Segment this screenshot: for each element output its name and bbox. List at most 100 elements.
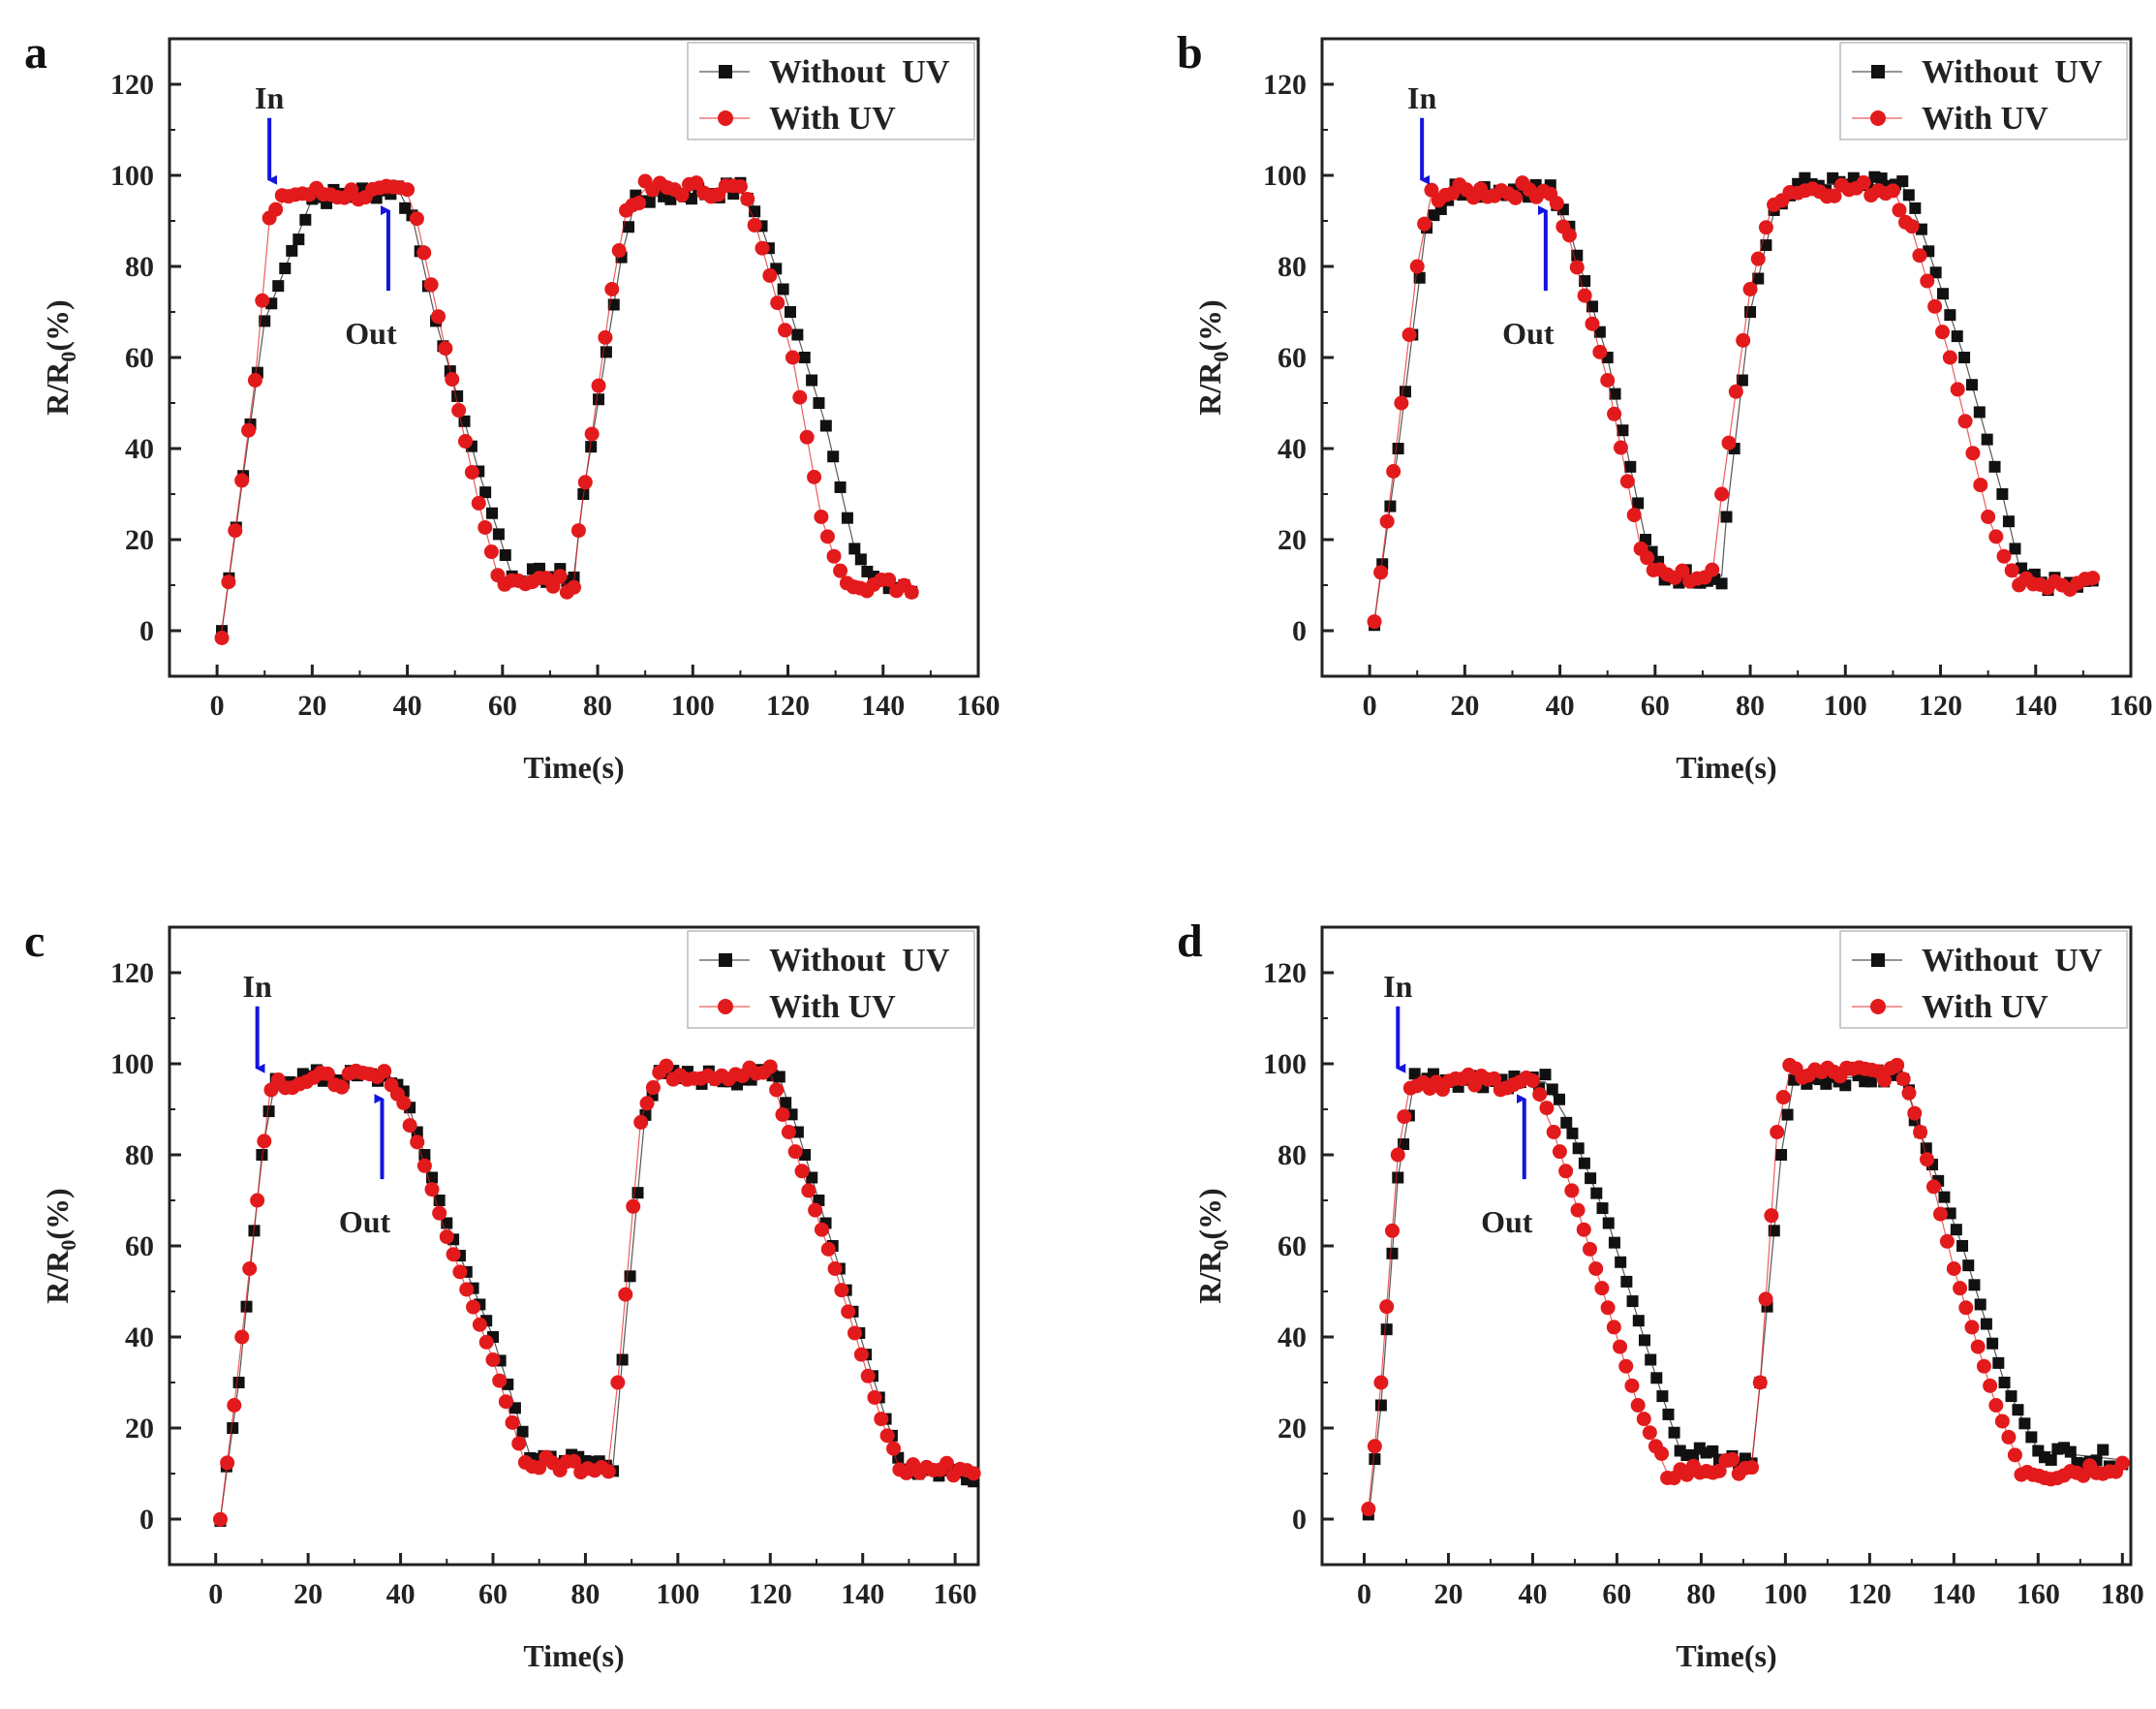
data-point-with-uv — [1613, 440, 1628, 455]
data-point-with-uv — [1564, 1183, 1580, 1198]
data-point-with-uv — [1606, 1320, 1621, 1335]
data-point-with-uv — [1996, 548, 2012, 564]
data-point-without-uv — [643, 196, 656, 208]
data-point-with-uv — [1912, 248, 1927, 264]
data-point-with-uv — [867, 1389, 882, 1405]
x-tick-label: 60 — [1641, 690, 1670, 722]
legend-label: With UV — [1922, 989, 2048, 1025]
data-point-without-uv — [1617, 424, 1629, 437]
series-line — [1373, 188, 2093, 622]
data-point-without-uv — [1632, 1315, 1645, 1327]
data-point-with-uv — [787, 1144, 803, 1160]
data-point-without-uv — [834, 481, 847, 493]
data-point-without-uv — [798, 352, 811, 363]
data-point-with-uv — [483, 544, 499, 560]
data-point-with-uv — [1576, 1222, 1591, 1237]
x-tick-label: 100 — [1824, 690, 1867, 722]
data-point-without-uv — [1392, 443, 1404, 454]
chart-panel-b: 0 20 40 60 80 100 120 140 160 0 20 40 60 80 100 120 Time… — [1177, 27, 2153, 785]
data-point-without-uv — [2045, 1453, 2057, 1466]
data-point-without-uv — [286, 244, 298, 257]
legend-label: Without UV — [769, 943, 950, 979]
data-point-with-uv — [611, 243, 627, 259]
data-point-with-uv — [1742, 282, 1758, 296]
data-point-without-uv — [479, 486, 492, 499]
data-point-with-uv — [1892, 202, 1907, 218]
y-tick-label: 40 — [1278, 1321, 1307, 1353]
data-point-with-uv — [577, 475, 593, 490]
data-point-without-uv — [516, 1425, 529, 1438]
series-line — [219, 1076, 974, 1520]
data-point-with-uv — [472, 1317, 487, 1332]
data-point-with-uv — [228, 523, 243, 539]
data-point-with-uv — [263, 1082, 279, 1098]
data-point-with-uv — [478, 1334, 494, 1350]
data-point-without-uv — [1956, 1240, 1969, 1252]
legend-box — [1839, 42, 2128, 140]
data-point-with-uv — [1546, 1125, 1561, 1139]
data-point-with-uv — [1764, 1208, 1779, 1224]
data-point-with-uv — [1714, 486, 1730, 502]
x-tick-label: 100 — [656, 1578, 699, 1610]
data-point-with-uv — [1379, 1299, 1395, 1315]
annotation-out-label: Out — [1502, 316, 1555, 351]
data-point-with-uv — [874, 1412, 889, 1427]
data-point-without-uv — [272, 280, 285, 293]
data-point-without-uv — [256, 1149, 268, 1161]
data-point-without-uv — [616, 1353, 629, 1366]
data-point-without-uv — [492, 528, 505, 541]
data-point-with-uv — [584, 426, 600, 442]
data-point-with-uv — [1958, 1300, 1974, 1316]
data-point-without-uv — [819, 419, 832, 432]
data-point-with-uv — [1367, 1439, 1382, 1454]
data-point-without-uv — [262, 1105, 275, 1118]
data-point-without-uv — [1987, 1337, 1999, 1350]
data-point-with-uv — [886, 1441, 902, 1456]
x-tick-label: 120 — [749, 1578, 792, 1610]
data-point-without-uv — [1768, 1225, 1780, 1237]
data-point-without-uv — [2012, 1404, 2024, 1416]
y-tick-label: 20 — [125, 524, 154, 556]
data-point-with-uv — [1619, 474, 1635, 489]
data-point-with-uv — [762, 1059, 778, 1074]
data-point-with-uv — [591, 378, 606, 393]
data-point-without-uv — [2002, 515, 2015, 528]
data-point-with-uv — [1925, 1179, 1941, 1195]
y-tick-label: 120 — [1263, 957, 1307, 989]
data-point-with-uv — [740, 191, 755, 206]
data-point-with-uv — [770, 295, 785, 311]
y-tick-label: 40 — [125, 433, 154, 465]
data-point-with-uv — [1901, 1085, 1917, 1101]
data-point-with-uv — [1570, 1202, 1586, 1218]
data-point-without-uv — [1902, 189, 1915, 202]
data-point-with-uv — [1856, 175, 1871, 191]
data-point-with-uv — [1409, 259, 1425, 274]
data-point-with-uv — [410, 1134, 425, 1150]
data-point-with-uv — [1950, 382, 1965, 397]
data-point-with-uv — [320, 1066, 335, 1081]
x-tick-label: 160 — [2017, 1578, 2060, 1610]
data-point-with-uv — [1600, 373, 1616, 388]
y-tick-label: 100 — [110, 1048, 154, 1080]
data-point-without-uv — [568, 571, 580, 583]
x-tick-label: 40 — [386, 1578, 416, 1610]
data-point-with-uv — [438, 341, 453, 357]
data-point-with-uv — [639, 1096, 655, 1111]
data-point-with-uv — [769, 1082, 785, 1098]
data-point-without-uv — [607, 298, 620, 311]
data-point-with-uv — [220, 1455, 235, 1471]
data-point-with-uv — [1630, 1398, 1646, 1413]
data-point-with-uv — [511, 1436, 527, 1451]
y-tick-label: 120 — [110, 957, 154, 989]
data-point-with-uv — [545, 578, 561, 594]
plot-area — [1361, 1057, 2130, 1521]
data-point-with-uv — [762, 267, 778, 283]
data-point-without-uv — [1632, 497, 1645, 510]
x-tick-label: 120 — [1848, 1578, 1892, 1610]
y-axis-title: R/R0(%) — [40, 299, 80, 415]
data-point-with-uv — [618, 1287, 633, 1302]
legend-label: With UV — [769, 989, 896, 1025]
y-tick-label: 100 — [110, 160, 154, 192]
data-point-with-uv — [1552, 1144, 1567, 1160]
x-tick-label: 80 — [583, 690, 612, 722]
